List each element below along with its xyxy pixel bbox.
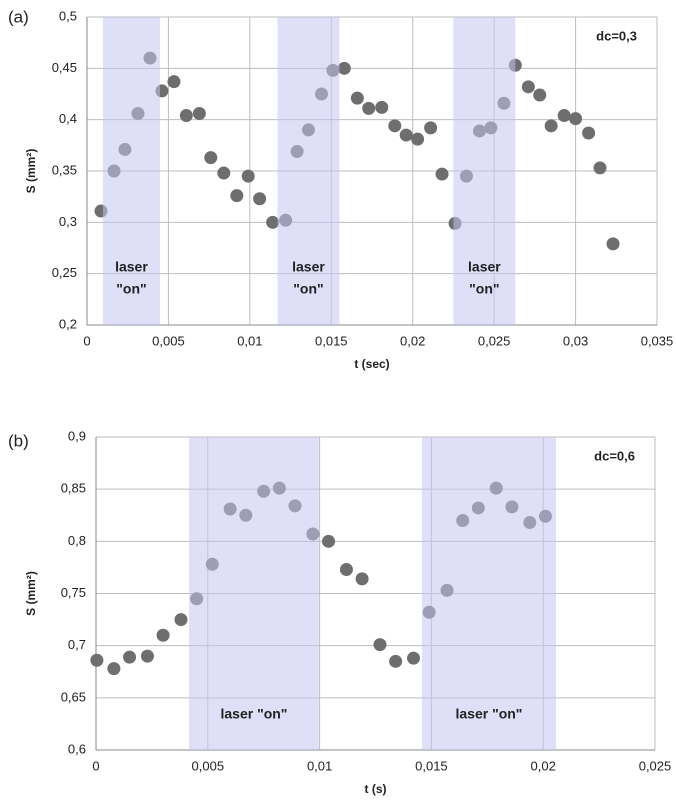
data-point [253, 192, 267, 206]
data-point [388, 119, 402, 133]
shaded-region [422, 437, 556, 750]
region-label: laser [115, 259, 148, 275]
data-point [241, 169, 255, 183]
data-point [90, 653, 104, 667]
data-point [107, 662, 121, 676]
region-label: laser [468, 259, 501, 275]
x-axis-label: t (s) [365, 782, 387, 796]
y-tick-label: 0,65 [61, 689, 86, 704]
shaded-region [453, 17, 516, 325]
x-tick-label: 0,01 [307, 758, 332, 773]
data-point [322, 534, 336, 548]
y-tick-label: 0,45 [52, 60, 77, 75]
x-tick-label: 0,025 [639, 758, 672, 773]
x-tick-label: 0,015 [415, 758, 448, 773]
data-point [355, 572, 369, 586]
data-point [123, 650, 137, 664]
data-point [606, 237, 620, 251]
data-point [593, 161, 607, 175]
data-point [337, 61, 351, 75]
y-axis-label: S (mm²) [24, 571, 38, 616]
x-tick-label: 0,005 [192, 758, 225, 773]
data-point [167, 75, 181, 89]
data-point [521, 80, 535, 94]
y-tick-label: 0,2 [59, 316, 77, 331]
x-tick-label: 0 [83, 333, 90, 348]
annotation: dc=0,3 [596, 28, 637, 43]
x-tick-label: 0,035 [641, 333, 674, 348]
data-point [192, 107, 206, 121]
data-point [156, 628, 170, 642]
data-point [174, 613, 188, 627]
data-point [339, 563, 353, 577]
region-label: "on" [116, 281, 146, 297]
y-tick-label: 0,6 [68, 741, 86, 756]
y-tick-label: 0,85 [61, 481, 86, 496]
data-point [140, 649, 154, 663]
x-tick-label: 0 [92, 758, 99, 773]
data-point [230, 189, 244, 203]
data-point [569, 112, 583, 126]
annotation: dc=0,6 [594, 448, 635, 463]
x-tick-label: 0,015 [315, 333, 348, 348]
shaded-region [102, 17, 160, 325]
data-point [407, 651, 421, 665]
y-tick-label: 0,4 [59, 111, 77, 126]
region-label: "on" [469, 281, 499, 297]
data-point [373, 638, 387, 652]
x-tick-label: 0,01 [237, 333, 262, 348]
y-tick-label: 0,7 [68, 637, 86, 652]
data-point [435, 167, 449, 181]
x-tick-label: 0,02 [531, 758, 556, 773]
shaded-region [277, 17, 340, 325]
data-point [217, 166, 231, 180]
region-label: "on" [293, 281, 323, 297]
data-point [362, 101, 376, 115]
data-point [375, 100, 389, 114]
y-tick-label: 0,3 [59, 214, 77, 229]
data-point [350, 91, 364, 105]
x-tick-label: 0,005 [152, 333, 185, 348]
y-tick-label: 0,8 [68, 533, 86, 548]
data-point [399, 128, 413, 142]
region-label: laser "on" [220, 706, 287, 722]
data-point [204, 151, 218, 165]
data-point [582, 126, 596, 140]
data-point [544, 119, 558, 133]
y-tick-label: 0,5 [59, 8, 77, 23]
data-point [557, 109, 571, 123]
data-point [424, 121, 438, 135]
y-axis-label: S (mm²) [24, 149, 38, 194]
data-point [411, 132, 425, 146]
x-tick-label: 0,02 [400, 333, 425, 348]
y-tick-label: 0,9 [68, 428, 86, 443]
shaded-region [189, 437, 319, 750]
region-label: laser [292, 259, 325, 275]
x-axis-label: t (sec) [354, 357, 389, 371]
panel-label: (b) [8, 431, 29, 450]
panel-label: (a) [8, 7, 29, 26]
region-label: laser "on" [455, 706, 522, 722]
y-tick-label: 0,75 [61, 585, 86, 600]
data-point [266, 215, 280, 229]
x-tick-label: 0,025 [478, 333, 511, 348]
x-tick-label: 0,03 [563, 333, 588, 348]
data-point [533, 88, 547, 102]
y-tick-label: 0,25 [52, 265, 77, 280]
data-point [179, 109, 193, 123]
y-tick-label: 0,35 [52, 162, 77, 177]
data-point [389, 654, 403, 668]
